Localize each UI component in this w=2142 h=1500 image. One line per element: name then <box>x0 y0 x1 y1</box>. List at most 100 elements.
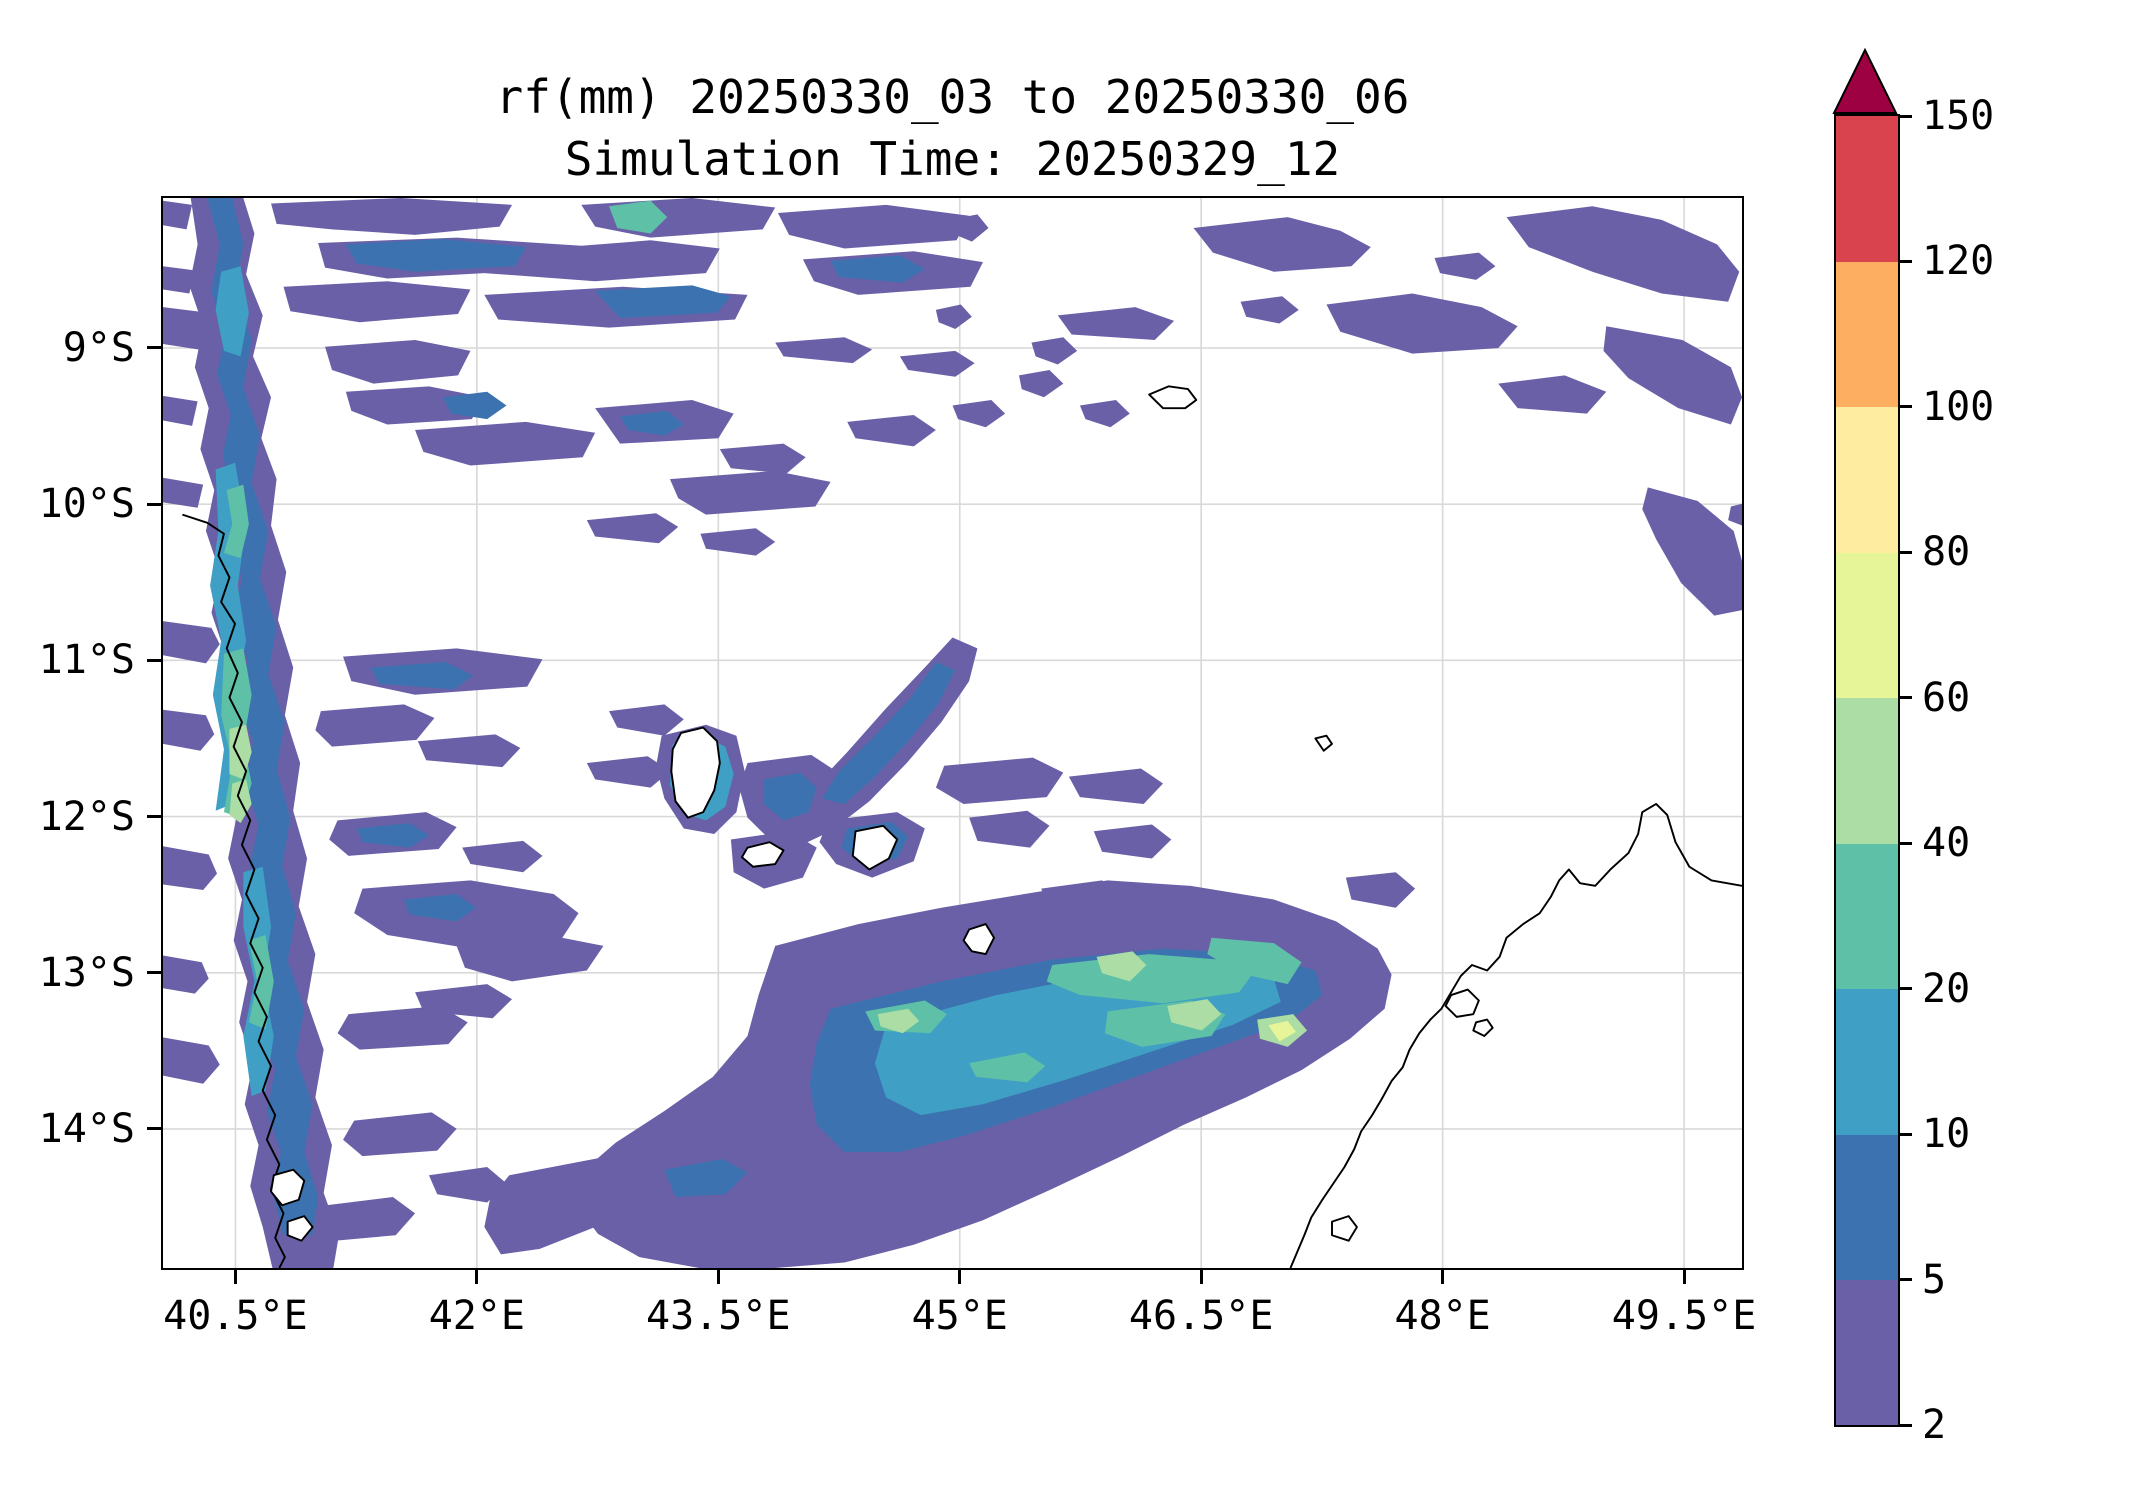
colorbar-segment <box>1836 552 1898 699</box>
rain-contour-patch <box>315 704 435 747</box>
x-tick-label: 43.5°E <box>646 1293 791 1339</box>
rain-contour-patch <box>1057 307 1175 340</box>
rain-contour-patch <box>764 772 817 821</box>
colorbar-tick-label: 120 <box>1922 238 1995 285</box>
colorbar-tick-label: 150 <box>1922 93 1995 139</box>
colorbar-tick-label: 100 <box>1922 383 1995 430</box>
colorbar-segment <box>1836 988 1898 1135</box>
colorbar-tick-mark <box>1900 259 1912 263</box>
colorbar-tick-label: 2 <box>1922 1402 1947 1448</box>
rain-contour-patch <box>207 198 319 1236</box>
rain-contour-patch <box>899 350 975 377</box>
rain-contour-patch <box>345 386 485 425</box>
x-tick-mark <box>716 1270 720 1284</box>
rain-contour-patch <box>608 200 668 234</box>
rain-contour-patch <box>1434 252 1496 280</box>
rain-contour-patch <box>248 934 274 1030</box>
colorbar-segment <box>1836 1134 1898 1281</box>
y-tick-mark <box>147 971 161 975</box>
coastline <box>286 1215 314 1242</box>
rain-contour-patch <box>664 1158 748 1198</box>
colorbar-tick-mark <box>1900 550 1912 554</box>
rain-contour-patch <box>484 1156 665 1255</box>
colorbar-tick-mark <box>1900 1278 1912 1282</box>
rain-contour-patch <box>163 307 227 351</box>
y-tick-label: 12°S <box>38 793 135 840</box>
rain-contour-patch <box>822 662 956 804</box>
rain-contour-patch <box>830 255 925 283</box>
coastline <box>670 726 721 819</box>
coastline <box>740 841 785 868</box>
rain-contour-patch <box>229 724 252 780</box>
y-tick-label: 9°S <box>62 324 135 371</box>
rain-contour-patch <box>325 339 471 384</box>
colorbar-segment <box>1836 1279 1898 1425</box>
map-canvas <box>163 198 1742 1268</box>
x-tick-mark <box>233 1270 237 1284</box>
colorbar-segment <box>1836 261 1898 408</box>
rain-contour-patch <box>847 415 936 447</box>
rain-contour-patch <box>315 1197 416 1241</box>
rain-contour-patch <box>163 395 198 426</box>
colorbar-extend-shape <box>1832 48 1898 114</box>
coastline <box>1444 988 1480 1018</box>
colorbar-tick-label: 80 <box>1922 529 1971 576</box>
colorbar-segment <box>1836 406 1898 553</box>
colorbar-tick-label: 40 <box>1922 820 1971 867</box>
rain-contour-patch <box>345 238 526 272</box>
rain-contour-patch <box>415 421 596 466</box>
rain-contour-patch <box>1642 487 1742 616</box>
y-tick-mark <box>147 346 161 350</box>
coastline <box>1289 803 1742 1268</box>
rain-contour-patch <box>620 410 684 436</box>
rain-contour-patch <box>877 1008 920 1034</box>
y-tick-mark <box>147 815 161 819</box>
rain-contour-patch <box>163 621 220 664</box>
rain-contour-patch <box>271 198 513 235</box>
rain-contour-patch <box>777 204 970 249</box>
plot-title-line2: Simulation Time: 20250329_12 <box>564 132 1341 186</box>
rain-contour-patch <box>370 662 474 690</box>
colorbar-extend-triangle <box>1832 48 1898 114</box>
rain-contour-patch <box>417 734 521 768</box>
rain-contour-patch <box>581 198 776 238</box>
x-tick-label: 40.5°E <box>163 1293 308 1339</box>
rain-contour-patch <box>608 704 684 736</box>
rain-contour-patch <box>356 823 429 848</box>
colorbar <box>1834 114 1900 1427</box>
rain-contour-patch <box>1207 937 1302 985</box>
rain-contour-patch <box>586 513 679 544</box>
rain-contour-patch <box>1018 369 1064 398</box>
x-tick-mark <box>475 1270 479 1284</box>
x-tick-mark <box>1441 1270 1445 1284</box>
rain-contour-patch <box>935 304 972 330</box>
rain-contour-patch <box>669 470 831 515</box>
rain-contour-patch <box>163 709 215 751</box>
rain-contour-patch <box>163 1037 220 1084</box>
rain-contour-patch <box>428 1167 507 1203</box>
rain-contour-patch <box>1167 999 1222 1031</box>
rain-contour-patch <box>1068 768 1164 804</box>
rain-contour-patch <box>700 528 776 556</box>
rain-contour-patch <box>1031 337 1078 365</box>
colorbar-tick-mark <box>1900 841 1912 845</box>
colorbar-segments <box>1836 116 1898 1425</box>
rain-contour-patch <box>215 266 249 357</box>
colorbar-tick-mark <box>1900 987 1912 991</box>
colorbar-tick-mark <box>1900 114 1912 118</box>
rain-contour-patch <box>1603 326 1742 425</box>
colorbar-tick-mark <box>1900 1132 1912 1136</box>
rain-contour-patch <box>719 443 806 474</box>
colorbar-segment <box>1836 697 1898 844</box>
plot-title-line1: rf(mm) 20250330_03 to 20250330_06 <box>495 70 1410 124</box>
colorbar-tick-label: 20 <box>1922 965 1971 1012</box>
rain-contour-patch <box>1728 503 1742 526</box>
y-tick-label: 13°S <box>38 949 135 996</box>
rain-contour-patch <box>595 285 731 319</box>
rain-contour-patch <box>1345 872 1416 908</box>
rain-contour-patch <box>969 810 1050 848</box>
x-tick-label: 46.5°E <box>1128 1293 1274 1339</box>
rain-contour-patch <box>952 399 1006 428</box>
colorbar-tick-mark <box>1900 1423 1912 1427</box>
